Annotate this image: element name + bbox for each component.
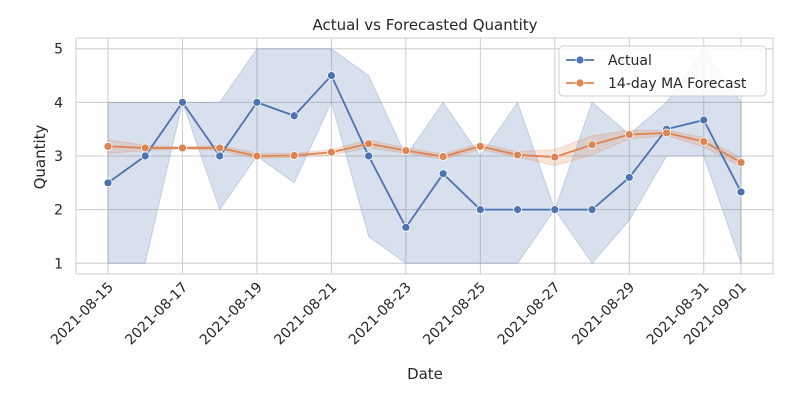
legend-box: [558, 45, 767, 97]
series-point-0: [736, 187, 746, 197]
series-point-1: [550, 152, 560, 162]
y-tick-label: 3: [54, 149, 63, 165]
series-line-1: [107, 132, 742, 164]
chart-title: Actual vs Forecasted Quantity: [312, 16, 537, 34]
x-axis-label: Date: [407, 365, 443, 383]
series-point-1: [252, 151, 262, 161]
x-tick-label: 2021-08-27: [495, 280, 564, 349]
y-tick-labels: 1 2 3 4 5: [54, 42, 63, 273]
x-tick-label: 2021-08-21: [271, 280, 340, 349]
series-point-1: [475, 141, 485, 151]
y-tick-label: 4: [54, 95, 63, 111]
series-point-1: [401, 146, 411, 156]
series-point-1: [438, 152, 448, 161]
y-tick-label: 2: [54, 203, 63, 219]
series-point-0: [364, 151, 374, 161]
series-point-0: [587, 205, 597, 215]
series-point-0: [475, 205, 485, 215]
series-point-0: [178, 97, 187, 107]
x-tick-label: 2021-08-23: [346, 280, 415, 349]
series-point-0: [513, 205, 522, 215]
series-point-0: [289, 111, 299, 121]
series-point-0: [140, 151, 150, 161]
series-lines: [107, 73, 742, 230]
series-point-1: [364, 139, 374, 149]
legend-marker: [575, 78, 585, 88]
y-axis-label: Quantity: [31, 124, 49, 189]
series-point-1: [513, 150, 522, 160]
x-tick-labels: 2021-08-15 2021-08-17 2021-08-19 2021-08-21…: [48, 280, 750, 349]
series-point-1: [736, 158, 746, 167]
legend: Actual 14-day MA Forecast: [558, 45, 767, 97]
legend-entry: 14-day MA Forecast: [608, 76, 747, 92]
x-tick-label: 2021-08-29: [569, 280, 638, 349]
series-point-1: [103, 141, 113, 151]
series-point-0: [327, 71, 336, 80]
series-points: [103, 71, 746, 232]
series-point-1: [327, 147, 336, 157]
series-point-0: [215, 151, 225, 161]
series-point-1: [662, 128, 671, 138]
series-point-0: [550, 205, 560, 215]
series-point-0: [438, 169, 448, 179]
series-point-1: [699, 137, 709, 146]
series-point-0: [103, 178, 113, 188]
series-point-1: [587, 140, 597, 150]
series-point-1: [289, 151, 299, 160]
x-tick-label: 2021-08-25: [420, 280, 489, 349]
series-point-0: [401, 222, 411, 232]
series-point-1: [624, 130, 634, 139]
series-point-1: [178, 143, 187, 153]
series-point-0: [252, 97, 262, 107]
y-tick-label: 5: [54, 42, 63, 58]
series-point-1: [215, 143, 225, 153]
series-point-0: [699, 115, 709, 125]
series-point-0: [624, 173, 634, 182]
x-tick-label: 2021-08-17: [122, 280, 191, 349]
legend-marker: [575, 55, 585, 65]
series-point-1: [140, 143, 150, 153]
y-tick-label: 1: [54, 256, 63, 272]
x-tick-label: 2021-08-19: [197, 280, 266, 349]
x-tick-label: 2021-08-15: [48, 280, 117, 349]
legend-entry: Actual: [608, 53, 652, 69]
